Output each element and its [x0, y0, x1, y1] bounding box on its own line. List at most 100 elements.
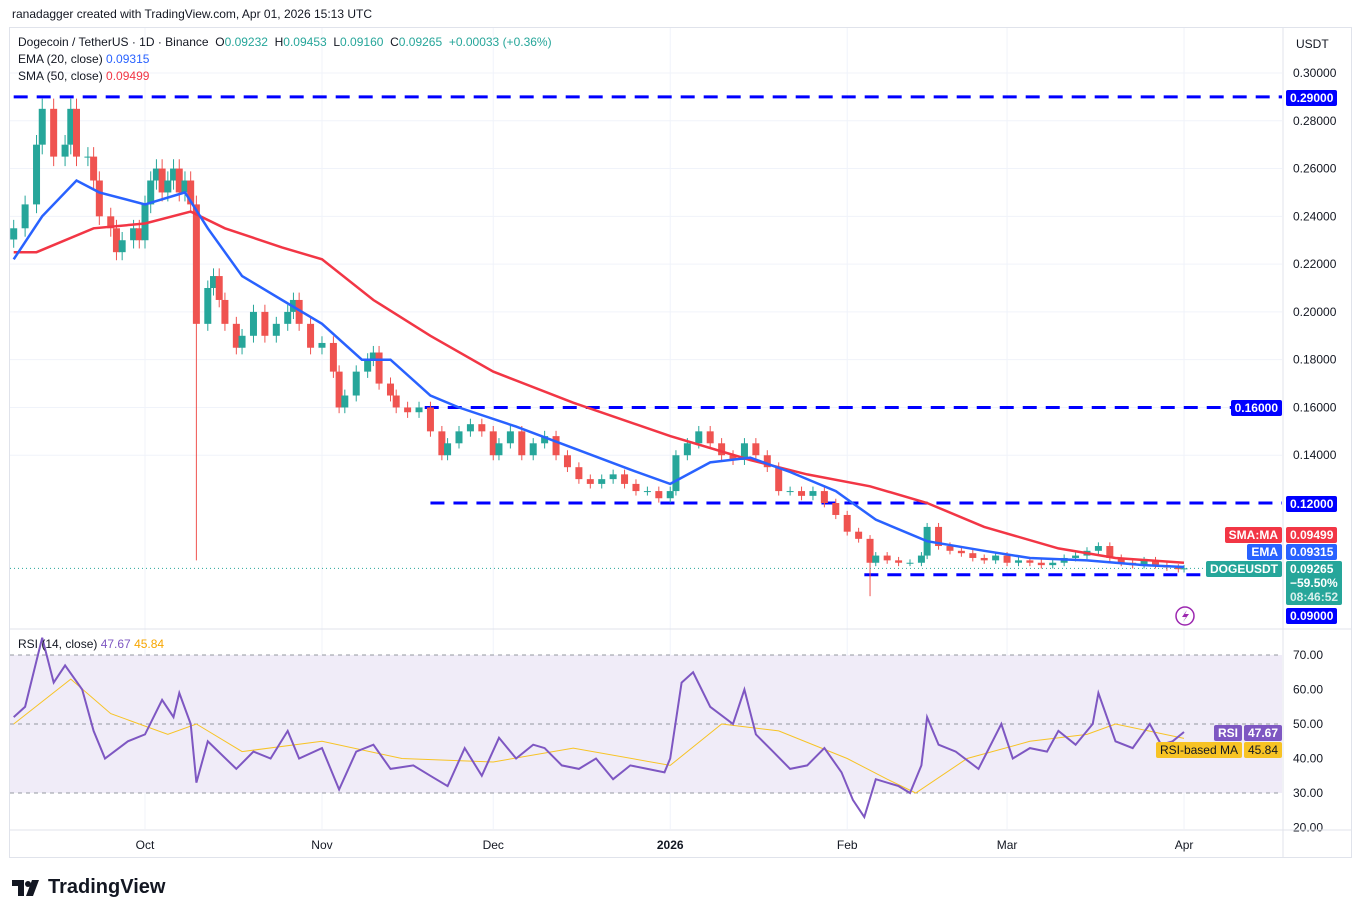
rsi-ma-legend-value: 45.84 [134, 637, 165, 651]
rsi-legend-label: RSI (14, close) [18, 637, 98, 651]
sma-value: 0.09499 [106, 69, 150, 83]
candle [832, 503, 840, 515]
symbol-badge: DOGEUSDT [1205, 561, 1282, 577]
candle [798, 491, 806, 496]
lightning-icon[interactable] [1175, 606, 1195, 626]
candle [992, 555, 1000, 561]
candle [478, 424, 486, 432]
candle [506, 431, 514, 444]
candle [249, 311, 257, 336]
rsi-band [10, 655, 1282, 793]
candle [232, 323, 240, 348]
candle [598, 479, 606, 484]
time-tick-label: Oct [136, 838, 155, 852]
candle [695, 431, 703, 444]
candle [130, 228, 138, 241]
candle [284, 311, 292, 324]
candle [84, 156, 92, 158]
chart-credit: ranadagger created with TradingView.com,… [12, 7, 372, 21]
currency-label[interactable]: USDT [1296, 37, 1329, 51]
candle [369, 352, 377, 360]
sma-label: SMA (50, close) [18, 69, 103, 83]
candle [1026, 560, 1034, 563]
candle [1014, 560, 1022, 563]
candle [1151, 560, 1159, 566]
price-tick-label: 0.20000 [1293, 305, 1337, 319]
price-tick-label: 0.28000 [1293, 114, 1337, 128]
tradingview-logo[interactable]: TradingView [12, 876, 165, 899]
candle [466, 424, 474, 432]
candle [181, 180, 189, 193]
rsi-tick-label: 50.00 [1293, 717, 1323, 731]
candle [335, 371, 343, 408]
candle [38, 108, 46, 145]
price-tick-label: 0.14000 [1293, 448, 1337, 462]
candle [112, 228, 120, 253]
candle [980, 557, 988, 561]
candle [935, 526, 943, 547]
level-badge-012: 0.12000 [1286, 496, 1338, 512]
candle [563, 455, 571, 468]
candle [740, 443, 748, 461]
candle [683, 443, 691, 456]
candle [729, 455, 737, 461]
high-value: 0.09453 [283, 35, 327, 49]
candle [529, 443, 537, 456]
candle [895, 560, 903, 563]
candle [107, 216, 115, 229]
candle [329, 342, 337, 372]
candle [946, 546, 954, 551]
low-label: L [333, 35, 341, 49]
candle [187, 180, 195, 205]
candle [375, 352, 383, 384]
candle [221, 299, 229, 324]
rsi-ma-value-badge: 45.84 [1243, 742, 1282, 758]
candle [883, 555, 891, 561]
rsi-tick-label: 40.00 [1293, 752, 1323, 766]
rsi-legend[interactable]: RSI (14, close) 47.67 45.84 [18, 637, 164, 651]
candle [632, 483, 640, 492]
ema-legend[interactable]: EMA (20, close) 0.09315 [18, 51, 552, 68]
rsi-tick-label: 20.00 [1293, 821, 1323, 835]
candle [135, 228, 143, 241]
candle [1117, 557, 1125, 563]
candle [318, 342, 326, 348]
rsi-value-badge: 47.67 [1243, 725, 1282, 741]
time-tick-label: Feb [837, 838, 858, 852]
time-tick-label: 2026 [657, 838, 684, 852]
candle [90, 156, 98, 181]
candle [643, 491, 651, 493]
candle [426, 407, 434, 432]
candle [295, 299, 303, 324]
candle [1094, 546, 1102, 551]
candle [1072, 555, 1080, 558]
candle [609, 474, 617, 480]
candle [1049, 562, 1057, 566]
candle [843, 514, 851, 532]
candle [1140, 560, 1148, 566]
symbol-title[interactable]: Dogecoin / TetherUS · 1D · Binance [18, 35, 209, 49]
candle [917, 555, 925, 563]
change-value: +0.00033 (+0.36%) [448, 35, 552, 49]
candle [61, 144, 69, 157]
price-tick-label: 0.26000 [1293, 162, 1337, 176]
rsi-legend-value: 47.67 [100, 637, 131, 651]
time-tick-label: Mar [997, 838, 1018, 852]
candle [364, 359, 372, 372]
candle [415, 407, 423, 413]
candle [341, 395, 349, 408]
rsi-ma-name-badge: RSI-based MA [1155, 742, 1242, 758]
candle [1037, 562, 1045, 566]
candle [158, 168, 166, 193]
candle [655, 491, 663, 499]
tradingview-logo-icon [12, 879, 39, 896]
candle [906, 562, 914, 564]
candle [33, 144, 41, 205]
last-price: 0.09265 [1290, 562, 1334, 576]
ema-label: EMA (20, close) [18, 52, 103, 66]
open-label: O [215, 35, 225, 49]
candle [957, 550, 965, 554]
candle [67, 108, 75, 145]
sma-legend[interactable]: SMA (50, close) 0.09499 [18, 68, 552, 85]
